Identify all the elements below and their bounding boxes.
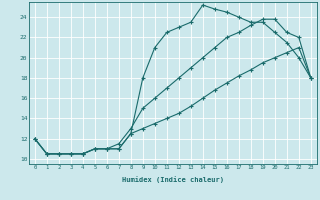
X-axis label: Humidex (Indice chaleur): Humidex (Indice chaleur) [122,176,224,183]
